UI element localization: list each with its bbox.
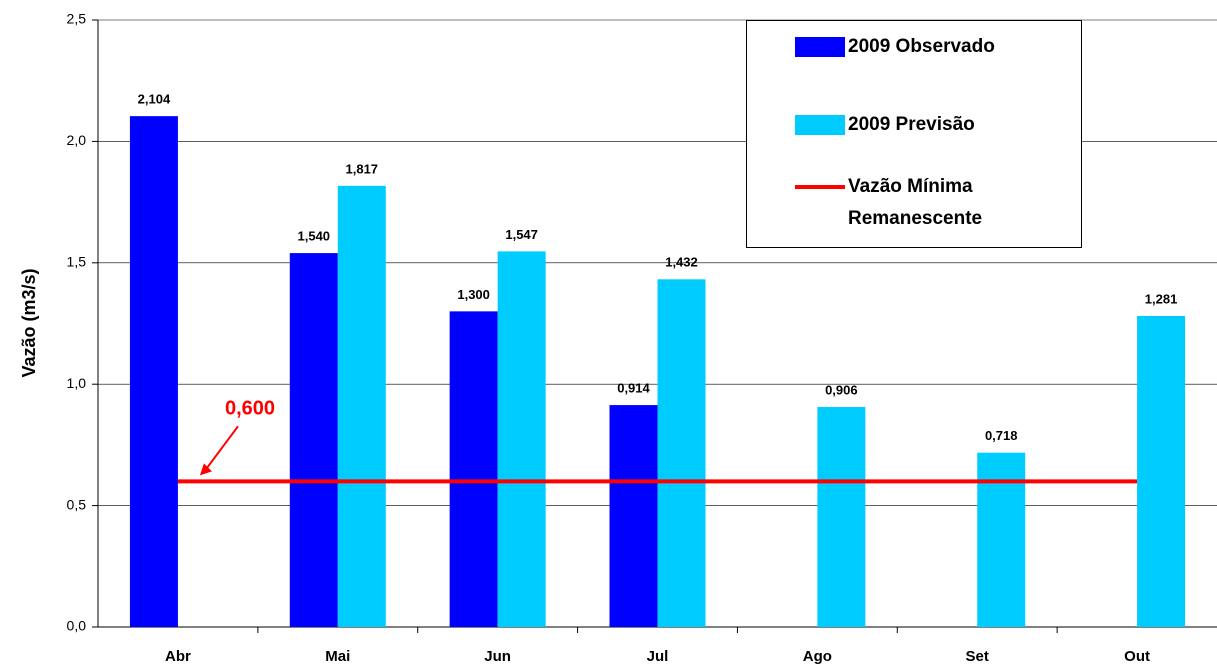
x-tick-label: Mai bbox=[325, 648, 350, 665]
bar bbox=[497, 251, 546, 627]
y-tick-label: 2,0 bbox=[67, 132, 87, 148]
bar bbox=[1137, 315, 1186, 627]
value-label: 0,914 bbox=[617, 381, 650, 396]
value-label: 1,547 bbox=[505, 227, 538, 242]
legend-item: 2009 Observado bbox=[795, 31, 1028, 63]
y-axis-label: Vazão (m3/s) bbox=[19, 268, 39, 377]
value-label: 1,817 bbox=[346, 161, 379, 176]
legend-label: Vazão Mínima Remanescente bbox=[848, 176, 983, 229]
legend-label: 2009 Previsão bbox=[848, 114, 975, 135]
bar bbox=[657, 279, 706, 627]
x-tick-label: Out bbox=[1124, 648, 1150, 665]
x-tick-label: Ago bbox=[803, 648, 832, 665]
value-label: 1,540 bbox=[298, 229, 331, 244]
bar bbox=[817, 407, 866, 627]
legend-label: 2009 Observado bbox=[848, 36, 995, 57]
legend-swatch bbox=[795, 115, 845, 135]
value-label: 0,718 bbox=[985, 428, 1018, 443]
bar bbox=[129, 116, 178, 627]
value-label: 0,906 bbox=[825, 382, 858, 397]
x-tick-label: Jun bbox=[484, 648, 511, 665]
legend-swatch bbox=[795, 185, 845, 189]
annotation: 0,600 bbox=[225, 398, 275, 420]
value-label: 1,281 bbox=[1145, 291, 1178, 306]
y-tick-label: 1,0 bbox=[67, 375, 87, 391]
annotation-arrow bbox=[205, 425, 239, 470]
legend-item: 2009 Previsão bbox=[795, 109, 1028, 141]
x-tick-label: Abr bbox=[165, 648, 191, 665]
value-label: 2,104 bbox=[138, 92, 171, 107]
y-tick-label: 0,5 bbox=[67, 496, 87, 512]
y-tick-label: 2,5 bbox=[67, 11, 87, 27]
bar bbox=[609, 405, 658, 627]
legend: 2009 Observado 2009 Previsão Vazão Mínima … bbox=[746, 20, 1082, 248]
y-tick-label: 0,0 bbox=[67, 618, 87, 634]
bar bbox=[337, 185, 386, 627]
bar bbox=[449, 311, 498, 627]
annotation-arrowhead bbox=[199, 463, 212, 476]
bar bbox=[289, 253, 338, 627]
y-tick-label: 1,5 bbox=[67, 254, 87, 270]
bar bbox=[977, 452, 1026, 627]
x-tick-label: Jul bbox=[647, 648, 669, 665]
legend-swatch bbox=[795, 37, 845, 57]
legend-item: Vazão Mínima Remanescente bbox=[795, 171, 1028, 235]
value-label: 1,432 bbox=[665, 255, 698, 270]
x-tick-label: Set bbox=[966, 648, 989, 665]
value-label: 1,300 bbox=[457, 287, 490, 302]
